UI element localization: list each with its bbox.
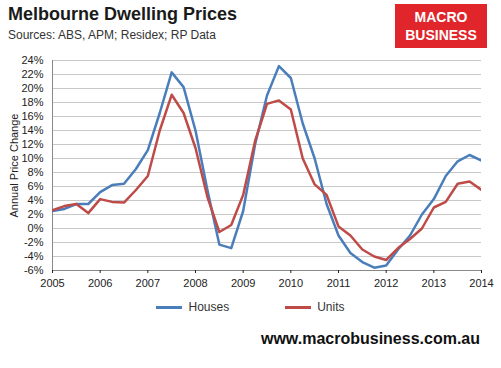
svg-text:2011: 2011: [327, 277, 351, 289]
svg-text:2013: 2013: [422, 277, 446, 289]
svg-text:4%: 4%: [28, 194, 44, 206]
svg-text:20%: 20%: [21, 82, 43, 94]
svg-text:10%: 10%: [21, 152, 43, 164]
html-text:Sources: ABS, APM; Residex; RP: Sources: ABS, APM; Residex; RP Data: [8, 28, 216, 42]
svg-text:12%: 12%: [21, 138, 43, 150]
html-text:Houses: Houses: [188, 300, 230, 314]
svg-text:-4%: -4%: [24, 250, 44, 262]
html-text:Units: Units: [317, 300, 345, 314]
svg-text:22%: 22%: [21, 68, 43, 80]
svg-text:-6%: -6%: [24, 264, 44, 276]
svg-text:2007: 2007: [136, 277, 160, 289]
svg-text:16%: 16%: [21, 110, 43, 122]
svg-text:-2%: -2%: [24, 236, 44, 248]
svg-text:6%: 6%: [28, 180, 44, 192]
html-text:MACRO: MACRO: [414, 9, 468, 25]
svg-text:2%: 2%: [28, 208, 44, 220]
html-text:www.macrobusiness.com.au: www.macrobusiness.com.au: [261, 330, 480, 347]
svg-text:2005: 2005: [40, 277, 64, 289]
svg-text:2014: 2014: [469, 277, 493, 289]
svg-text:2008: 2008: [183, 277, 207, 289]
html-text:Melbourne Dwelling Prices: Melbourne Dwelling Prices: [8, 4, 238, 24]
svg-text:18%: 18%: [21, 96, 43, 108]
html-text:BUSINESS: BUSINESS: [405, 27, 477, 43]
svg-text:0%: 0%: [28, 222, 44, 234]
svg-text:2009: 2009: [231, 277, 255, 289]
svg-text:Annual Price Change: Annual Price Change: [8, 114, 20, 218]
svg-text:2006: 2006: [88, 277, 112, 289]
svg-text:24%: 24%: [21, 54, 43, 66]
svg-text:2012: 2012: [374, 277, 398, 289]
svg-text:2010: 2010: [279, 277, 303, 289]
svg-text:14%: 14%: [21, 124, 43, 136]
svg-text:8%: 8%: [28, 166, 44, 178]
